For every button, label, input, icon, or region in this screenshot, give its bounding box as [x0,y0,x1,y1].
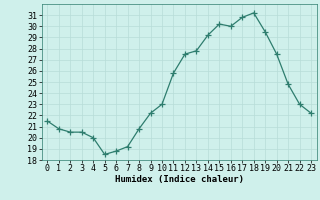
X-axis label: Humidex (Indice chaleur): Humidex (Indice chaleur) [115,175,244,184]
